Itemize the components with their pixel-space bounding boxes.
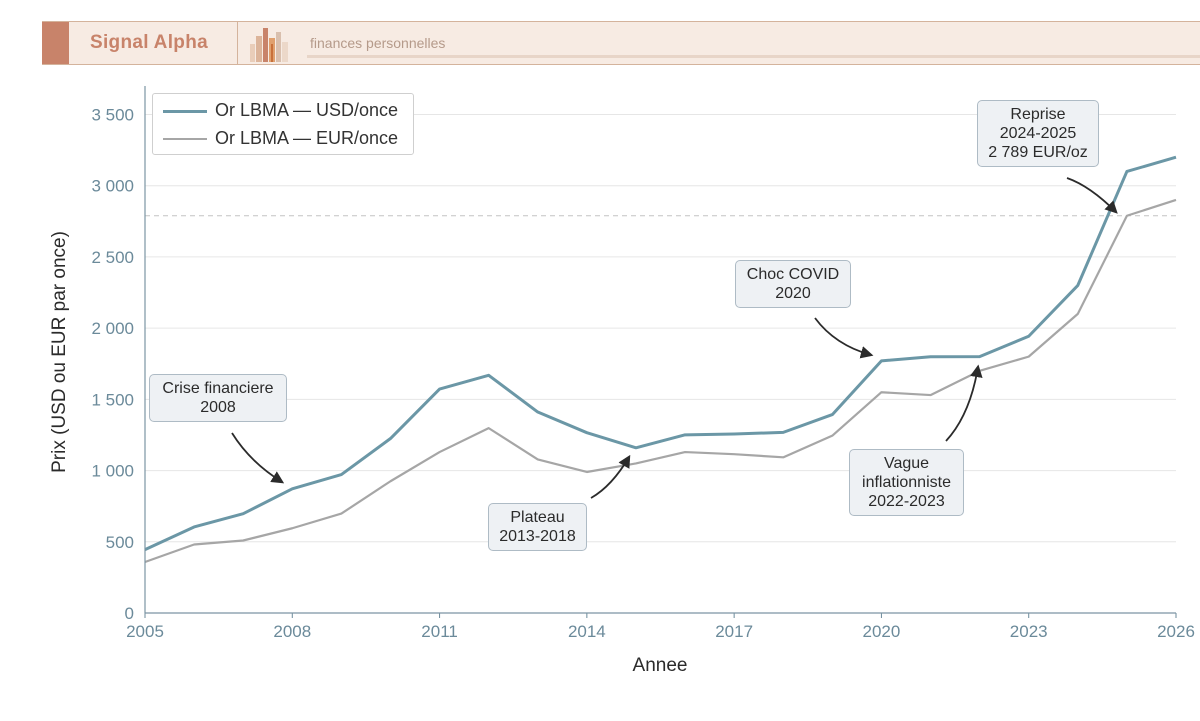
x-tick-label: 2020 xyxy=(863,622,901,641)
y-tick-label: 3 000 xyxy=(91,177,134,196)
annotation-vague-inflationniste: Vague inflationniste 2022-2023 xyxy=(849,449,964,516)
y-tick-label: 2 000 xyxy=(91,319,134,338)
y-axis-title: Prix (USD ou EUR par once) xyxy=(49,231,70,473)
legend-swatch-usd xyxy=(163,110,207,113)
annotation-arrow xyxy=(945,364,983,442)
brand-color-block xyxy=(42,22,69,64)
annotation-line: 2020 xyxy=(775,285,811,302)
annotation-line: 2024-2025 xyxy=(999,125,1077,142)
annotation-arrow xyxy=(814,317,874,359)
annotation-choc-covid: Choc COVID 2020 xyxy=(735,260,851,308)
annotation-line: Crise financiere xyxy=(162,380,274,397)
legend-label-usd: Or LBMA — USD/once xyxy=(215,100,399,120)
annotation-line: Reprise xyxy=(1010,106,1066,123)
series-line-0 xyxy=(144,155,1177,551)
brand-name[interactable]: Signal Alpha xyxy=(90,32,208,53)
y-tick-label: 1 000 xyxy=(91,462,134,481)
annotation-plateau: Plateau 2013-2018 xyxy=(488,503,587,551)
x-tick-label: 2023 xyxy=(1010,622,1048,641)
chart-legend: Or LBMA — USD/once Or LBMA — EUR/once xyxy=(152,93,414,155)
y-tick-label: 500 xyxy=(106,533,134,552)
y-tick-label: 2 500 xyxy=(91,248,134,267)
annotation-arrow xyxy=(1066,177,1118,214)
y-tick-label: 1 500 xyxy=(91,390,134,409)
annotation-line: inflationniste xyxy=(862,474,951,491)
x-tick-label: 2008 xyxy=(273,622,311,641)
x-tick-label: 2011 xyxy=(421,622,458,641)
annotation-line: 2008 xyxy=(200,399,236,416)
annotation-arrow xyxy=(590,454,631,499)
x-tick-label: 2026 xyxy=(1157,622,1195,641)
y-tick-label: 3 500 xyxy=(91,105,134,124)
x-tick-label: 2014 xyxy=(568,622,606,641)
x-axis-title: Annee xyxy=(633,655,688,676)
annotation-crise-financiere: Crise financiere 2008 xyxy=(149,374,287,422)
annotation-line: Vague xyxy=(883,455,930,472)
x-tick-label: 2005 xyxy=(126,622,164,641)
city-skyline-icon xyxy=(250,28,288,62)
legend-swatch-eur xyxy=(163,138,207,140)
y-tick-label: 0 xyxy=(125,604,134,623)
annotation-line: Plateau xyxy=(510,509,565,526)
tagline-rule xyxy=(307,55,1200,58)
legend-label-eur: Or LBMA — EUR/once xyxy=(215,128,399,148)
series-line-1 xyxy=(144,198,1177,564)
header-divider xyxy=(237,22,238,64)
annotation-line: 2022-2023 xyxy=(868,493,945,510)
site-header: Signal Alpha finances personnelles xyxy=(42,21,1200,65)
annotation-line: 2 789 EUR/oz xyxy=(988,144,1088,161)
x-tick-label: 2017 xyxy=(715,622,753,641)
annotation-line: Choc COVID xyxy=(746,266,840,283)
tagline: finances personnelles xyxy=(310,35,446,51)
annotation-reprise: Reprise 2024-2025 2 789 EUR/oz xyxy=(977,100,1099,167)
annotation-line: 2013-2018 xyxy=(499,528,576,545)
annotation-arrow xyxy=(231,432,285,484)
